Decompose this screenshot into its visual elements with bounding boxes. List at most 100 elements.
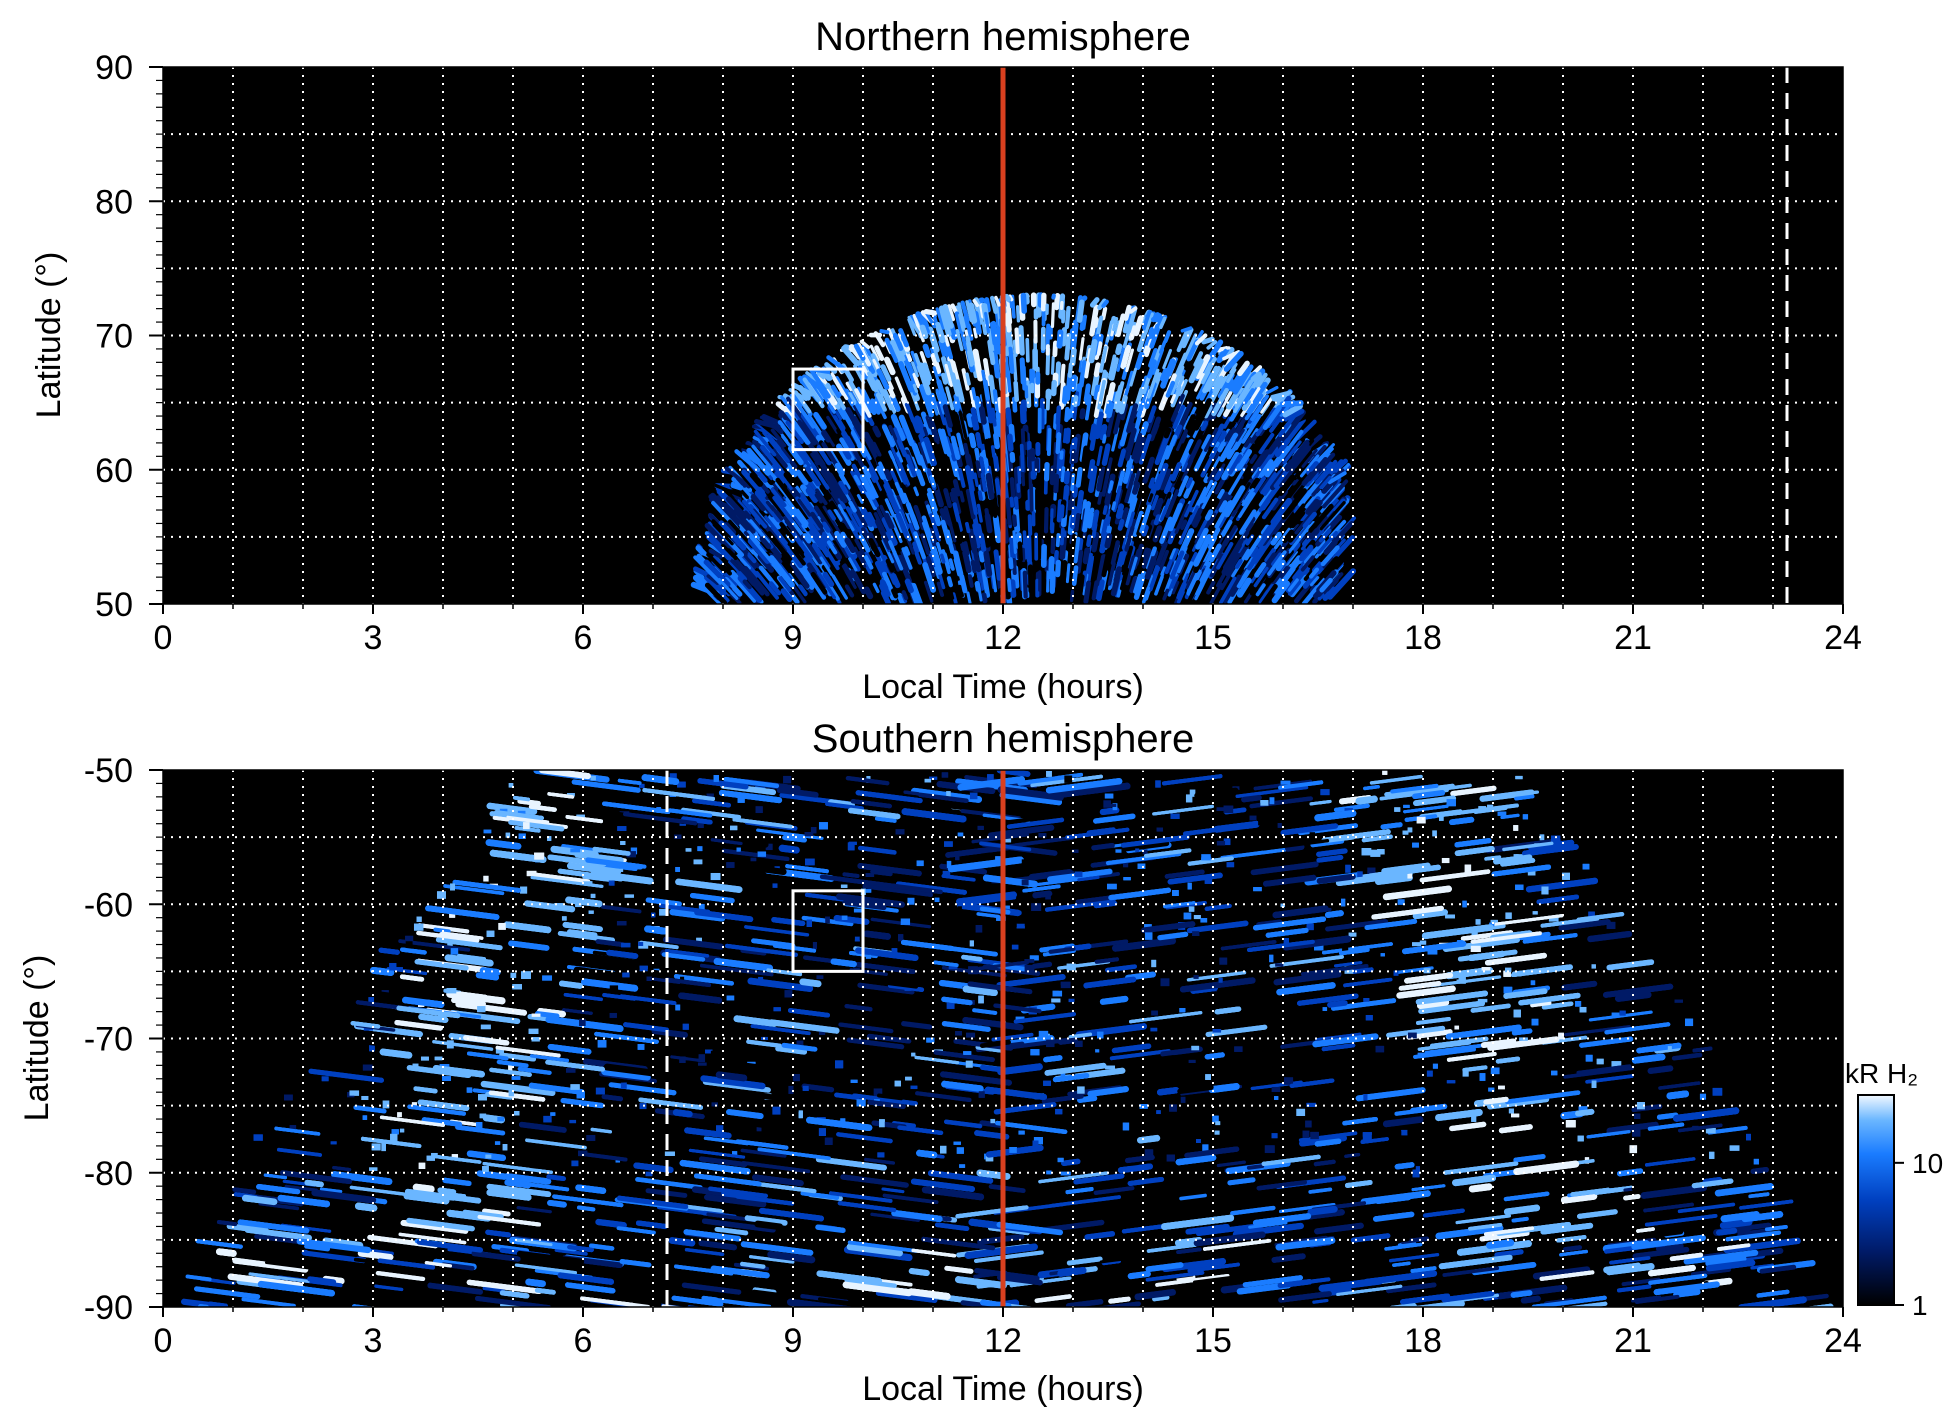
emission-streak xyxy=(859,339,871,350)
emission-streak xyxy=(875,379,886,397)
emission-streak xyxy=(955,328,964,352)
emission-streak xyxy=(1228,454,1243,475)
emission-streak xyxy=(1241,399,1251,411)
emission-streak xyxy=(1281,500,1292,513)
emission-streak xyxy=(1073,536,1081,564)
emission-streak xyxy=(725,496,748,520)
emission-streak xyxy=(1274,437,1291,458)
northern-reference-lines xyxy=(791,67,1789,604)
emission-streak xyxy=(797,584,808,597)
emission-streak xyxy=(1195,527,1209,550)
emission-streak xyxy=(1122,455,1134,484)
emission-streak xyxy=(1219,432,1239,463)
emission-streak xyxy=(1008,294,1014,302)
emission-streak xyxy=(1092,316,1099,329)
emission-streak xyxy=(1072,395,1079,408)
emission-streak xyxy=(1046,427,1052,457)
emission-streak xyxy=(1308,567,1320,579)
emission-streak xyxy=(1172,404,1186,430)
emission-streak xyxy=(1173,371,1183,384)
x-tick-label: 24 xyxy=(1824,619,1862,657)
emission-streak xyxy=(1255,401,1276,429)
emission-streak xyxy=(837,504,855,532)
emission-streak xyxy=(1099,345,1108,373)
emission-streak xyxy=(810,452,820,466)
emission-streak xyxy=(848,500,857,513)
emission-streak xyxy=(1118,395,1128,415)
emission-streak xyxy=(1017,541,1024,562)
emission-streak xyxy=(1116,343,1126,372)
emission-streak xyxy=(1211,393,1226,417)
emission-streak xyxy=(879,329,890,335)
emission-streak xyxy=(1110,357,1119,381)
emission-streak xyxy=(793,394,804,407)
emission-streak xyxy=(1277,474,1296,496)
emission-streak xyxy=(994,295,1001,307)
emission-streak xyxy=(704,522,735,555)
emission-streak xyxy=(1202,365,1219,394)
emission-streak xyxy=(894,376,908,404)
emission-streak xyxy=(834,462,845,476)
emission-streak xyxy=(1122,329,1131,349)
emission-streak xyxy=(1163,330,1172,343)
emission-streak xyxy=(944,363,954,388)
emission-streak xyxy=(1162,588,1170,601)
emission-streak xyxy=(1075,466,1083,488)
emission-streak xyxy=(1282,429,1304,456)
emission-streak xyxy=(1209,423,1225,448)
emission-streak xyxy=(980,389,989,419)
emission-streak xyxy=(1176,573,1190,600)
emission-streak xyxy=(760,444,784,473)
emission-streak xyxy=(922,562,937,593)
emission-streak xyxy=(1308,503,1334,533)
emission-streak xyxy=(1064,427,1071,444)
emission-streak xyxy=(1126,454,1132,468)
emission-streak xyxy=(1321,479,1349,509)
emission-streak xyxy=(802,533,812,544)
emission-streak xyxy=(1140,421,1149,437)
emission-streak xyxy=(1257,516,1281,548)
emission-streak xyxy=(1096,445,1103,467)
emission-streak xyxy=(926,536,937,562)
emission-streak xyxy=(943,510,951,526)
emission-streak xyxy=(1129,576,1138,594)
emission-streak xyxy=(951,592,958,604)
emission-streak xyxy=(819,484,832,500)
emission-streak xyxy=(898,361,914,393)
emission-speck xyxy=(1611,1061,1622,1068)
emission-streak xyxy=(881,388,897,415)
emission-streak xyxy=(1110,574,1121,597)
emission-streak xyxy=(916,364,932,396)
emission-streak xyxy=(1155,541,1168,568)
emission-streak xyxy=(1164,559,1173,575)
emission-streak xyxy=(922,423,931,436)
emission-streak xyxy=(952,479,961,497)
emission-streak xyxy=(900,550,911,571)
emission-streak xyxy=(872,425,882,438)
emission-streak xyxy=(977,584,983,602)
emission-streak xyxy=(826,415,839,434)
emission-streak xyxy=(870,398,880,414)
emission-streak xyxy=(940,372,948,385)
emission-streak xyxy=(1124,525,1135,552)
emission-streak xyxy=(832,508,843,522)
emission-streak xyxy=(1004,306,1012,333)
emission-streak xyxy=(714,483,743,498)
northern-hemisphere-panel: Northern hemisphere 0 3 6 9 12 15 18 21 24506070… xyxy=(30,15,1862,706)
emission-streak xyxy=(1282,529,1295,544)
emission-streak xyxy=(895,512,910,540)
emission-streak xyxy=(1301,577,1326,604)
emission-streak xyxy=(1228,374,1242,392)
emission-streak xyxy=(1055,432,1062,455)
emission-streak xyxy=(1298,567,1311,582)
emission-streak xyxy=(1082,501,1091,533)
emission-streak xyxy=(1019,403,1027,425)
emission-streak xyxy=(960,300,970,323)
emission-streak xyxy=(904,546,911,556)
emission-streak xyxy=(1100,508,1111,538)
emission-streak xyxy=(1233,414,1249,436)
emission-streak xyxy=(844,537,856,554)
emission-streak xyxy=(789,544,806,566)
emission-streak xyxy=(1184,489,1199,518)
emission-streak xyxy=(848,557,858,572)
